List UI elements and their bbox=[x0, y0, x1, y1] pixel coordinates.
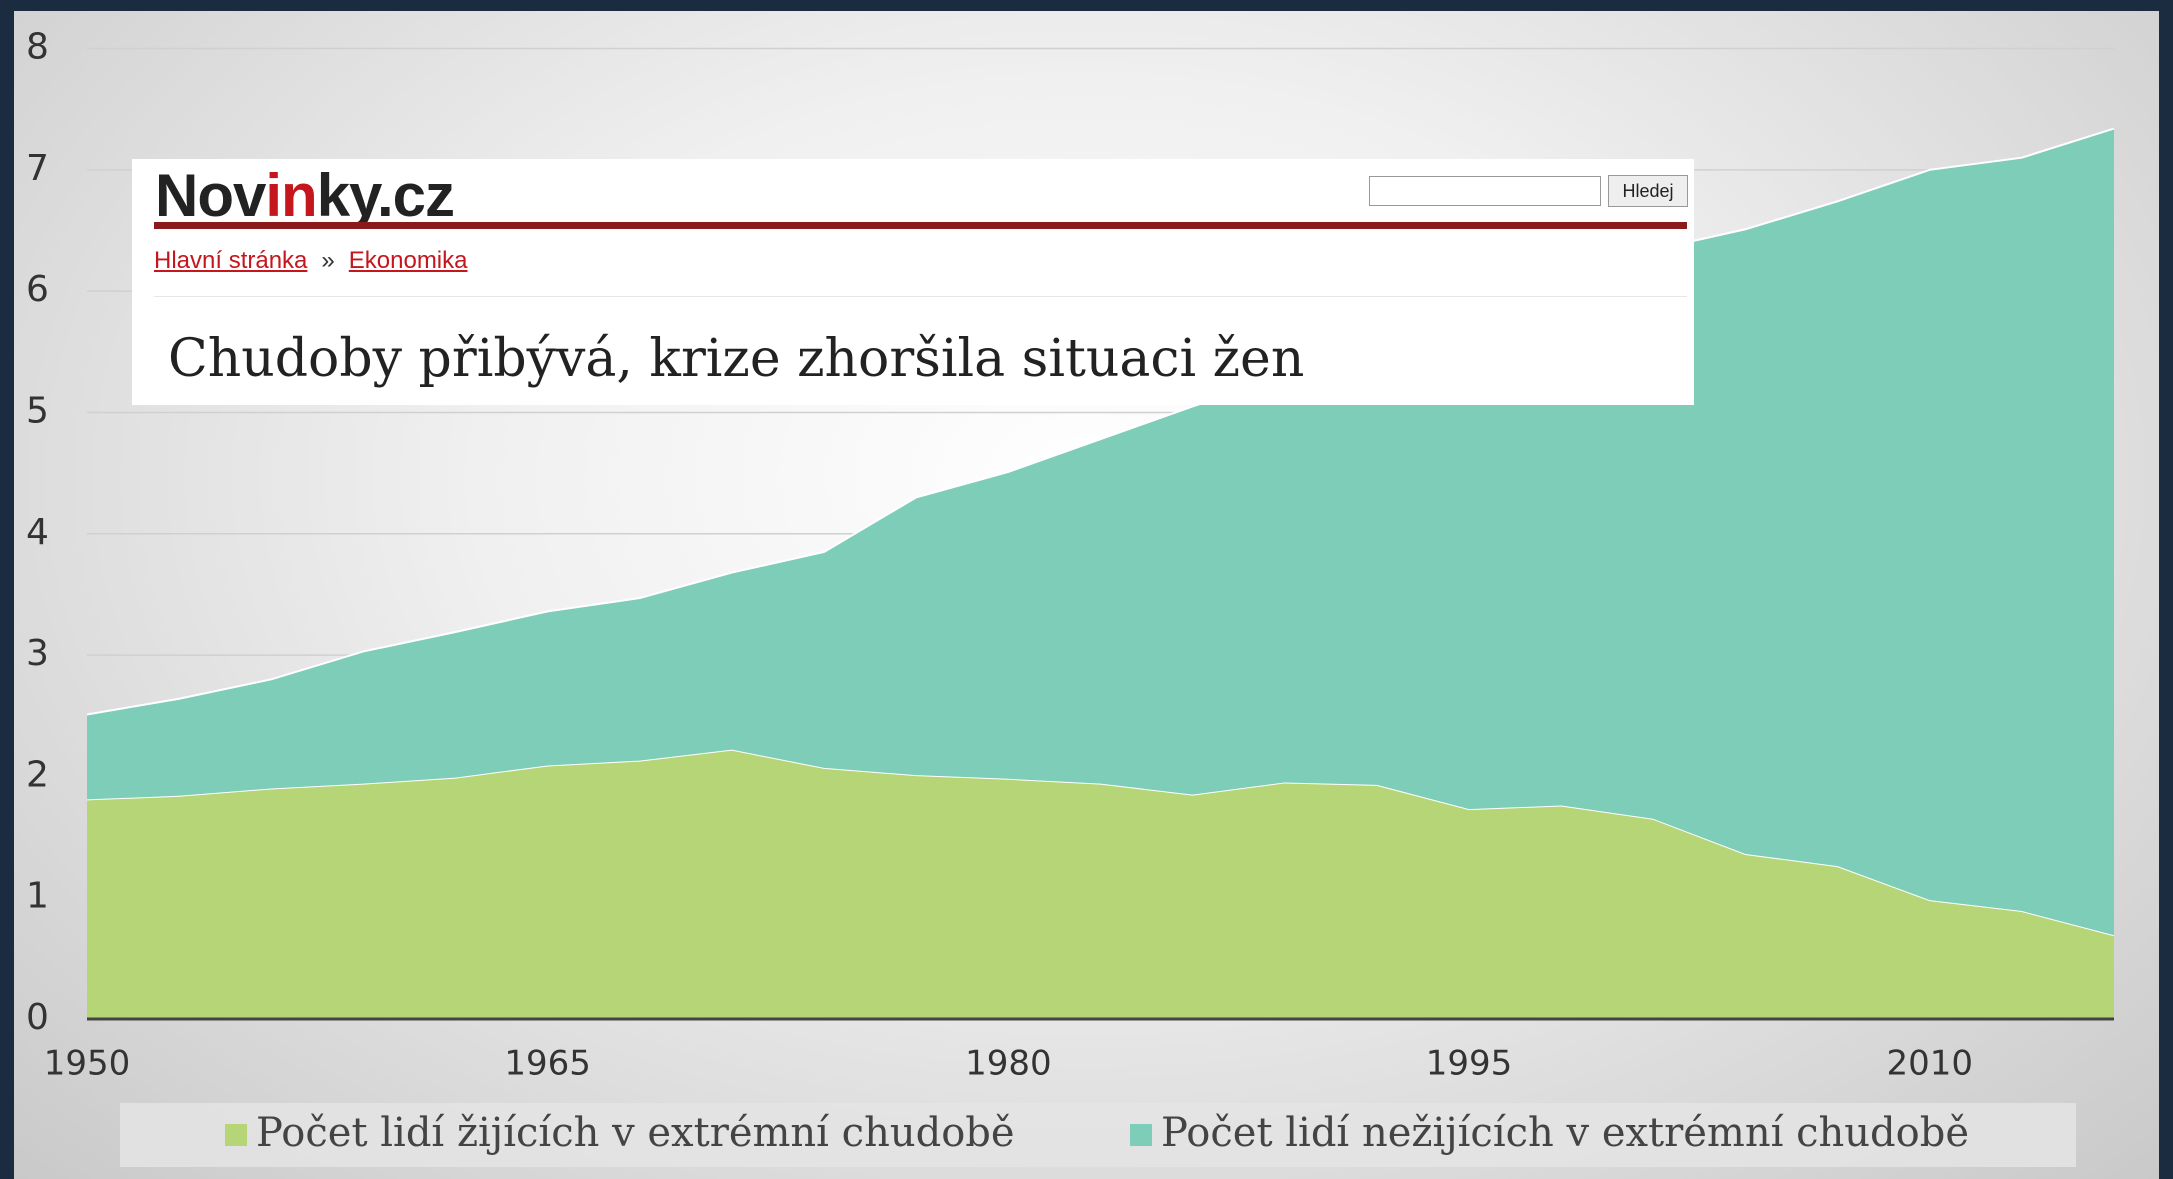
y-tick-label: 6 bbox=[26, 269, 49, 310]
x-tick-label: 2010 bbox=[1886, 1044, 1973, 1084]
y-tick-label: 8 bbox=[26, 27, 49, 68]
breadcrumb-link[interactable]: Ekonomika bbox=[348, 247, 468, 274]
y-tick-label: 1 bbox=[26, 876, 49, 917]
x-tick-label: 1950 bbox=[44, 1044, 131, 1084]
x-tick-label: 1995 bbox=[1426, 1044, 1513, 1084]
headline: Chudoby přibývá, krize zhoršila situaci … bbox=[168, 329, 1305, 389]
legend-swatch bbox=[1130, 1124, 1152, 1146]
y-tick-label: 3 bbox=[26, 633, 49, 674]
area bbox=[87, 749, 2114, 1019]
divider bbox=[154, 222, 1687, 229]
legend-box bbox=[120, 1103, 2076, 1167]
y-tick-label: 2 bbox=[26, 754, 49, 795]
breadcrumb-separator: » bbox=[321, 247, 335, 274]
legend-label: Počet lidí žijících v extrémní chudobě bbox=[256, 1110, 1015, 1156]
search-input[interactable] bbox=[1369, 176, 1601, 206]
legend-label: Počet lidí nežijících v extrémní chudobě bbox=[1161, 1110, 1969, 1156]
news-header: Novinky.cz Hledej Hlavní stránka » Ekonomi… bbox=[132, 159, 1694, 405]
legend-swatch bbox=[225, 1124, 247, 1146]
y-tick-label: 5 bbox=[26, 390, 49, 431]
y-tick-label: 7 bbox=[26, 148, 49, 189]
logo-part: in bbox=[265, 162, 317, 229]
x-tick-label: 1980 bbox=[965, 1044, 1052, 1084]
y-tick-label: 4 bbox=[26, 512, 49, 553]
breadcrumb-link[interactable]: Hlavní stránka bbox=[154, 247, 308, 274]
logo-part: ky.cz bbox=[316, 162, 455, 229]
y-tick-label: 0 bbox=[26, 997, 49, 1038]
logo[interactable]: Novinky.cz bbox=[155, 161, 455, 230]
breadcrumb: Hlavní stránka » Ekonomika bbox=[154, 247, 468, 275]
x-tick-label: 1965 bbox=[504, 1044, 591, 1084]
search-button[interactable]: Hledej bbox=[1608, 175, 1688, 207]
divider bbox=[154, 296, 1687, 297]
logo-part: Nov bbox=[155, 162, 266, 229]
area-edge bbox=[86, 127, 2115, 716]
